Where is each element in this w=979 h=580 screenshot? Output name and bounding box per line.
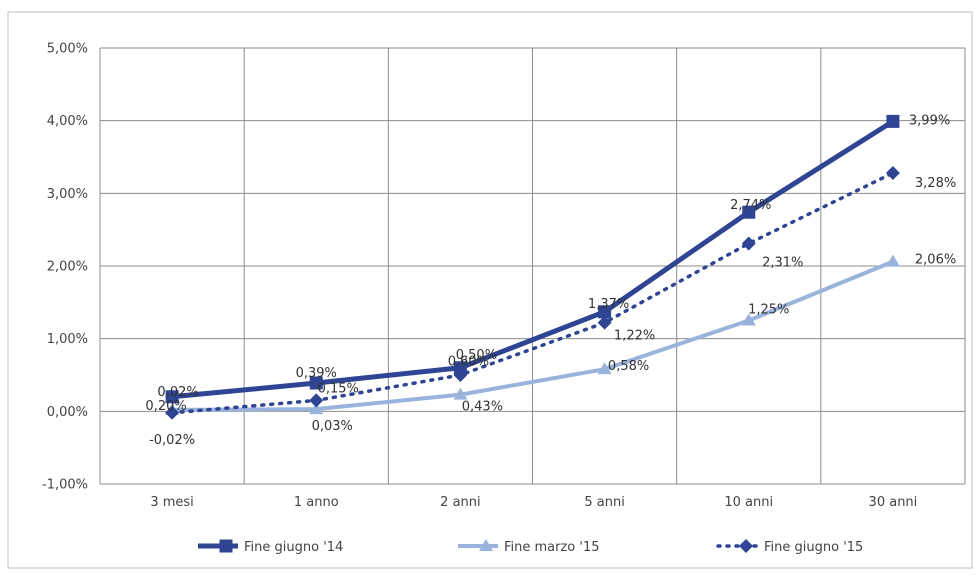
x-tick-label: 1 anno	[294, 495, 339, 510]
data-label-2: 1,22%	[614, 329, 655, 344]
axis-labels: -1,00% 0,00% 1,00% 2,00% 3,00% 4,00% 5,00% 3 me…	[42, 42, 917, 511]
data-label-1: 0,02%	[157, 385, 198, 400]
data-label-2: 0,50%	[456, 348, 497, 363]
data-point-2	[309, 393, 324, 408]
data-point-2	[885, 165, 900, 180]
y-tick-label: 4,00%	[47, 114, 88, 129]
data-label-0: 1,37%	[588, 297, 629, 312]
data-label-2: 0,15%	[318, 381, 359, 396]
data-point-1	[309, 402, 324, 415]
y-tick-label: -1,00%	[42, 478, 88, 493]
y-tick-label: 2,00%	[47, 260, 88, 275]
y-tick-label: 1,00%	[47, 332, 88, 347]
data-point-2	[741, 236, 756, 251]
x-tick-label: 2 anni	[440, 495, 480, 510]
data-label-0: 2,74%	[730, 198, 771, 213]
data-point-0	[165, 390, 179, 404]
legend-label-2: Fine giugno '15	[764, 540, 863, 555]
data-label-2: 3,28%	[915, 176, 956, 191]
y-tick-label: 5,00%	[47, 42, 88, 57]
data-point-0	[453, 361, 467, 375]
series-line-2	[170, 171, 895, 415]
legend-marker-0	[219, 539, 233, 553]
data-point-0	[742, 205, 756, 219]
legend-label-1: Fine marzo '15	[504, 540, 600, 555]
series-line-0	[171, 119, 895, 400]
chart-border	[7, 11, 973, 569]
data-point-1	[597, 362, 612, 375]
data-label-1: 2,06%	[915, 253, 956, 268]
data-label-1: 0,43%	[462, 400, 503, 415]
data-point-0	[309, 376, 323, 390]
data-label-1: 0,58%	[608, 359, 649, 374]
x-tick-label: 10 anni	[724, 495, 773, 510]
data-label-1: 1,25%	[748, 303, 789, 318]
data-label-0: 3,99%	[909, 113, 950, 128]
data-point-2	[597, 315, 612, 330]
legend-item-1: Fine marzo '15	[458, 539, 600, 555]
legend: Fine giugno '14 Fine marzo '15 Fine giugno…	[198, 539, 863, 555]
data-point-1	[885, 254, 900, 267]
legend-marker-1	[479, 539, 493, 551]
data-label-0: 0,39%	[296, 366, 337, 381]
data-label-2: -0,02%	[149, 433, 195, 448]
x-tick-label: 3 mesi	[150, 495, 193, 510]
data-point-1	[453, 387, 468, 400]
data-point-1	[741, 313, 756, 326]
legend-marker-2	[739, 539, 753, 553]
y-tick-label: 0,00%	[47, 405, 88, 420]
data-label-0: 0,20%	[145, 399, 186, 414]
data-point-2	[165, 405, 180, 420]
data-point-0	[598, 305, 612, 319]
series-line-1	[172, 259, 894, 412]
data-label-layer: 0,20% 0,39% 0,60% 1,37% 2,74% 3,99% 0,02% 0,03%…	[145, 113, 956, 447]
y-tick-label: 3,00%	[47, 187, 88, 202]
x-tick-label: 30 anni	[869, 495, 918, 510]
series-layer	[165, 114, 900, 420]
legend-item-2: Fine giugno '15	[716, 539, 863, 555]
data-label-1: 0,03%	[312, 419, 353, 434]
data-label-2: 2,31%	[762, 255, 803, 270]
legend-item-0: Fine giugno '14	[198, 539, 343, 555]
x-tick-label: 5 anni	[584, 495, 624, 510]
legend-label-0: Fine giugno '14	[244, 540, 343, 555]
data-point-0	[886, 114, 900, 128]
data-label-0: 0,60%	[448, 355, 489, 370]
